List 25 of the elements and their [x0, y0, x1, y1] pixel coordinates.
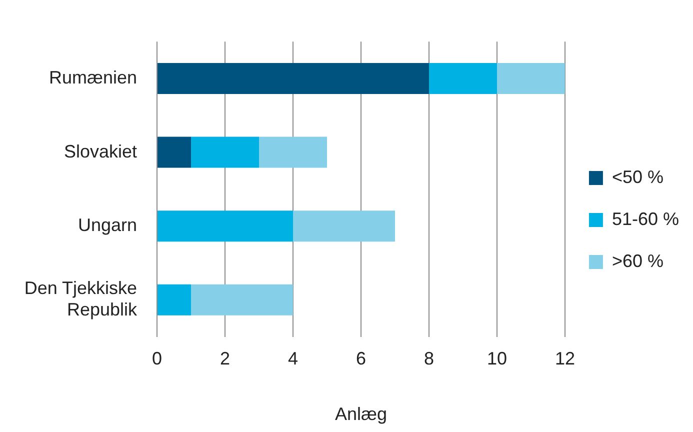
x-tick-label: 10	[486, 348, 507, 369]
legend-label: >60 %	[612, 250, 664, 271]
x-tick-label: 2	[220, 348, 230, 369]
legend-label: <50 %	[612, 166, 664, 187]
x-tick-label: 6	[356, 348, 366, 369]
bar	[496, 63, 565, 94]
x-axis-title: Anlæg	[334, 404, 388, 424]
bar	[158, 63, 429, 94]
y-tick-label: Slovakiet	[64, 141, 138, 162]
x-tick-label: 12	[554, 348, 575, 369]
y-tick-label: Ungarn	[78, 215, 138, 236]
legend-label: 51-60 %	[612, 208, 680, 229]
y-tick-label: Rumænien	[48, 67, 138, 88]
x-tick-label: 4	[288, 348, 298, 369]
x-tick-label: 0	[152, 348, 162, 369]
bar	[293, 210, 395, 242]
bar	[158, 284, 192, 316]
bar	[259, 136, 328, 168]
bar	[191, 284, 294, 316]
y-tick-label: Den Tjekkiske Republik	[24, 278, 138, 320]
bar	[191, 136, 260, 168]
bar	[428, 63, 497, 94]
x-tick-label: 8	[424, 348, 434, 369]
bar	[158, 136, 192, 168]
bar	[158, 210, 294, 242]
